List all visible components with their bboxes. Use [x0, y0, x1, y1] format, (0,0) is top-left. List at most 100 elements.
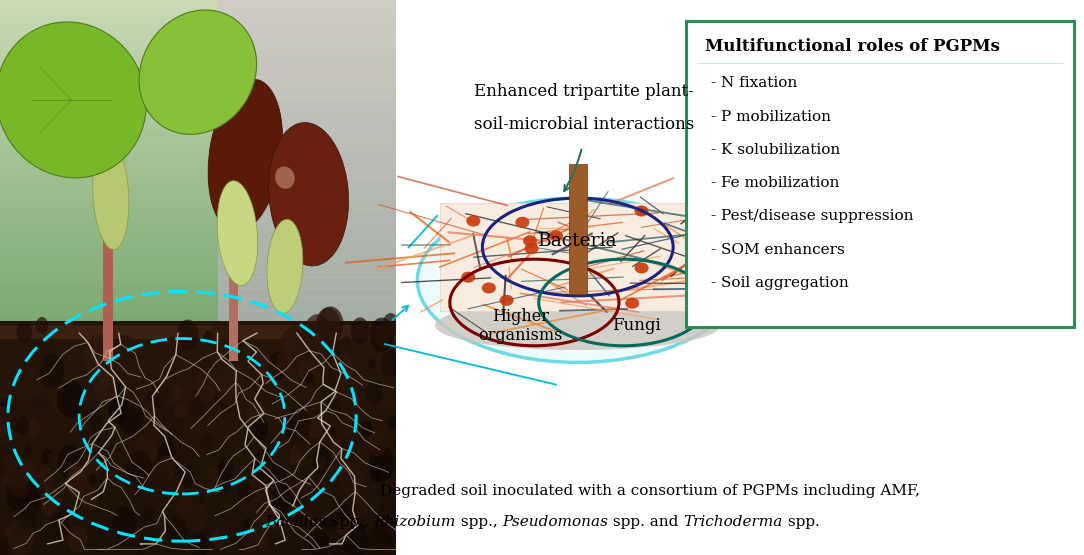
Bar: [218, 210, 396, 222]
Bar: [0, 249, 396, 255]
Text: Rhizobium: Rhizobium: [373, 514, 455, 529]
Ellipse shape: [549, 230, 563, 241]
Circle shape: [40, 354, 64, 388]
Circle shape: [0, 538, 10, 555]
Circle shape: [251, 417, 269, 442]
Ellipse shape: [93, 139, 129, 250]
Bar: [218, 33, 396, 44]
Bar: [0, 508, 396, 516]
Bar: [0, 160, 396, 166]
Circle shape: [285, 325, 306, 355]
Ellipse shape: [525, 243, 539, 254]
Ellipse shape: [634, 263, 648, 274]
Circle shape: [166, 516, 186, 546]
Text: Bacillus: Bacillus: [266, 514, 326, 529]
Circle shape: [89, 474, 96, 485]
Bar: [0, 83, 396, 89]
Text: Bacteria: Bacteria: [538, 233, 618, 250]
Bar: [218, 22, 396, 33]
Bar: [0, 485, 396, 493]
Circle shape: [7, 486, 23, 510]
Ellipse shape: [267, 219, 302, 314]
Bar: [0, 547, 396, 555]
Ellipse shape: [570, 216, 584, 227]
Circle shape: [78, 409, 104, 445]
Bar: [0, 127, 396, 133]
Circle shape: [382, 350, 401, 378]
Circle shape: [94, 461, 103, 472]
Circle shape: [192, 355, 214, 386]
Bar: [230, 150, 238, 361]
Bar: [0, 49, 396, 56]
Bar: [218, 77, 396, 89]
Circle shape: [323, 514, 336, 532]
Bar: [0, 271, 396, 278]
Circle shape: [366, 381, 384, 404]
Circle shape: [285, 427, 294, 439]
Bar: [0, 216, 396, 222]
Circle shape: [199, 494, 206, 503]
Bar: [0, 88, 396, 94]
Circle shape: [340, 382, 349, 393]
Circle shape: [30, 341, 56, 377]
Circle shape: [299, 466, 310, 481]
Circle shape: [33, 395, 46, 413]
Circle shape: [68, 525, 88, 553]
Bar: [0, 11, 396, 17]
Circle shape: [254, 529, 268, 549]
Text: spp.: spp.: [783, 514, 820, 529]
Bar: [0, 244, 396, 250]
Circle shape: [295, 504, 321, 542]
Bar: [0, 33, 396, 39]
Circle shape: [302, 497, 319, 519]
Bar: [0, 194, 396, 200]
Circle shape: [325, 340, 343, 364]
Bar: [0, 277, 396, 283]
Circle shape: [318, 306, 344, 344]
Bar: [0, 446, 396, 454]
Circle shape: [306, 356, 314, 369]
Circle shape: [177, 320, 198, 351]
Ellipse shape: [625, 297, 640, 309]
Circle shape: [16, 322, 31, 344]
Circle shape: [68, 475, 80, 491]
Circle shape: [340, 436, 356, 458]
Circle shape: [87, 458, 101, 478]
Circle shape: [249, 516, 270, 544]
Circle shape: [51, 508, 70, 536]
Bar: [218, 266, 396, 278]
Bar: [0, 183, 396, 189]
Bar: [0, 539, 396, 547]
Circle shape: [328, 366, 344, 387]
Bar: [0, 469, 396, 477]
Circle shape: [189, 398, 203, 417]
Circle shape: [350, 317, 370, 344]
Ellipse shape: [139, 10, 257, 134]
Bar: [218, 299, 396, 311]
Circle shape: [118, 399, 144, 436]
Circle shape: [369, 446, 395, 482]
Ellipse shape: [500, 295, 514, 306]
Bar: [0, 155, 396, 161]
Circle shape: [124, 372, 147, 406]
Circle shape: [328, 426, 335, 436]
Circle shape: [0, 446, 11, 468]
Circle shape: [376, 331, 389, 349]
Bar: [0, 27, 396, 33]
Bar: [0, 523, 396, 532]
Circle shape: [1, 453, 23, 485]
Bar: [0, 453, 396, 462]
Circle shape: [16, 416, 29, 435]
Bar: [0, 122, 396, 128]
Circle shape: [17, 484, 41, 517]
Bar: [218, 310, 396, 322]
Bar: [0, 294, 396, 300]
Circle shape: [283, 340, 298, 362]
Text: spp.,: spp.,: [326, 514, 373, 529]
Circle shape: [185, 502, 208, 533]
Bar: [218, 188, 396, 200]
Circle shape: [5, 481, 13, 491]
Circle shape: [272, 483, 294, 513]
Bar: [0, 138, 396, 144]
Bar: [0, 0, 396, 6]
